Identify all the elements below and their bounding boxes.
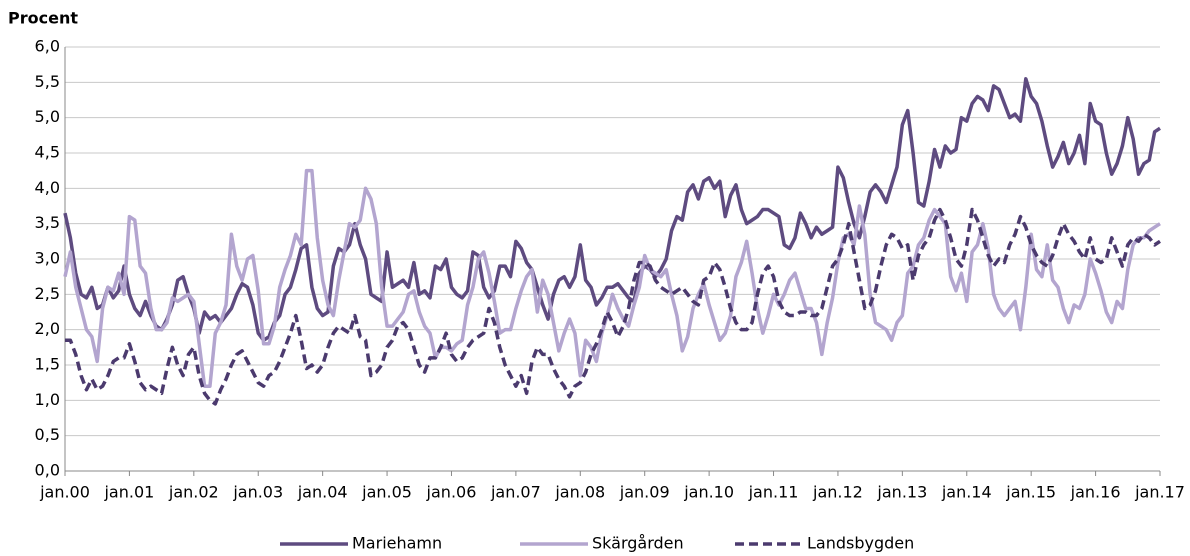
x-tick-label: jan.10 bbox=[683, 483, 734, 502]
y-tick-label: 2,5 bbox=[35, 284, 60, 303]
x-tick-label: jan.05 bbox=[361, 483, 412, 502]
y-tick-label: 3,0 bbox=[35, 249, 60, 268]
x-tick-label: jan.06 bbox=[426, 483, 477, 502]
x-tick-label: jan.01 bbox=[103, 483, 154, 502]
legend-label: Skärgården bbox=[592, 534, 684, 553]
x-tick-label: jan.16 bbox=[1070, 483, 1121, 502]
legend-label: Mariehamn bbox=[352, 534, 442, 553]
y-tick-label: 1,5 bbox=[35, 355, 60, 374]
y-tick-label: 3,5 bbox=[35, 213, 60, 232]
series-line bbox=[63, 168, 1161, 388]
x-tick-label: jan.12 bbox=[812, 483, 863, 502]
y-tick-label: 1,0 bbox=[35, 390, 60, 409]
y-tick-label: 0,0 bbox=[35, 461, 60, 480]
x-tick-label: jan.07 bbox=[490, 483, 541, 502]
x-tick-label: jan.09 bbox=[619, 483, 670, 502]
x-tick-label: jan.04 bbox=[297, 483, 348, 502]
legend-label: Landsbygden bbox=[807, 534, 914, 553]
x-tick-label: jan.17 bbox=[1134, 483, 1185, 502]
y-tick-label: 4,5 bbox=[35, 143, 60, 162]
y-tick-label: 0,5 bbox=[35, 425, 60, 444]
x-tick-label: jan.13 bbox=[876, 483, 927, 502]
y-axis-title: Procent bbox=[8, 9, 78, 28]
x-tick-label: jan.08 bbox=[554, 483, 605, 502]
y-tick-label: 5,0 bbox=[35, 107, 60, 126]
x-tick-label: jan.03 bbox=[232, 483, 283, 502]
x-tick-label: jan.11 bbox=[748, 483, 799, 502]
series-line bbox=[65, 207, 1161, 406]
series-line bbox=[63, 77, 1161, 343]
x-tick-label: jan.00 bbox=[39, 483, 90, 502]
x-tick-label: jan.02 bbox=[168, 483, 219, 502]
y-tick-label: 4,0 bbox=[35, 178, 60, 197]
y-tick-label: 5,5 bbox=[35, 72, 60, 91]
y-tick-label: 6,0 bbox=[35, 37, 60, 56]
x-tick-label: jan.15 bbox=[1005, 483, 1056, 502]
x-tick-label: jan.14 bbox=[941, 483, 992, 502]
y-tick-label: 2,0 bbox=[35, 319, 60, 338]
